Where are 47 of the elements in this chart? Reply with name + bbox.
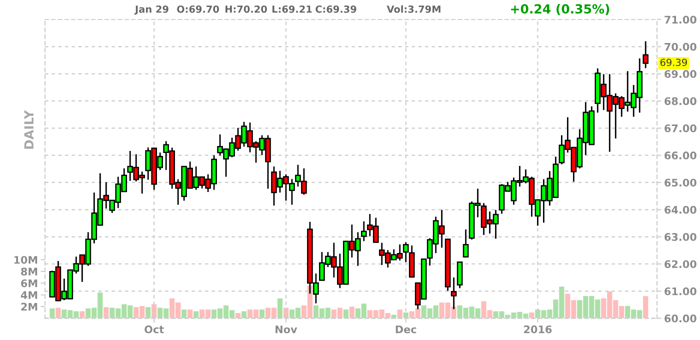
candlestick <box>360 220 367 242</box>
y-tick-label: 66.00 <box>664 152 696 160</box>
x-tick-label: Dec <box>396 326 416 334</box>
bar <box>349 306 354 318</box>
x-tick-label: 2016 <box>524 325 552 334</box>
bar <box>56 308 61 318</box>
y-tick-label: 70.00 <box>664 42 696 51</box>
y-tick-label: 62.00 <box>664 260 696 268</box>
y2-tick-label: 2M <box>21 302 38 311</box>
text: H:70.20 <box>226 5 267 13</box>
y-tick-label: 68.00 <box>664 97 696 106</box>
bar <box>259 310 265 318</box>
bar <box>50 308 55 318</box>
text: Jan 29 <box>134 5 168 15</box>
text: Vol:3.79M <box>386 5 440 13</box>
text: L:69.21 <box>272 5 312 13</box>
y2-tick-label: 8M <box>21 268 38 276</box>
bar <box>182 310 187 318</box>
bar <box>188 310 193 318</box>
bar <box>397 310 402 318</box>
y-tick-label: 60.00 <box>664 314 696 322</box>
y-tick-label: 69.00 <box>664 70 696 78</box>
y-tick-label: 67.00 <box>664 124 696 132</box>
y-tick-label: 71.00 <box>664 16 696 24</box>
candlestick <box>642 40 649 69</box>
bar <box>529 312 534 318</box>
bar <box>146 307 151 318</box>
annotation: 69.39 <box>660 58 687 66</box>
y-tick-label: 61.00 <box>664 287 696 296</box>
bar <box>104 307 109 318</box>
bar <box>643 296 648 318</box>
bar <box>343 310 348 318</box>
candlestick <box>462 228 469 258</box>
text: C:69.39 <box>316 5 356 13</box>
y-tick-label: 63.00 <box>664 233 696 241</box>
y-tick-label: 65.00 <box>664 178 696 187</box>
y2-tick-label: 6M <box>21 279 38 288</box>
bar <box>277 298 283 318</box>
text: DAILY <box>24 110 34 149</box>
y2-tick-label: 4M <box>20 291 38 299</box>
candlestick <box>456 261 463 289</box>
text: O:69.70 <box>177 5 219 13</box>
y-tick-label: 64.00 <box>664 206 696 214</box>
x-tick-label: Oct <box>144 325 164 334</box>
text: +0.24 (0.35%) <box>511 4 610 16</box>
y2-tick-label: 10M <box>14 256 38 264</box>
x-tick-label: Nov <box>276 326 298 334</box>
